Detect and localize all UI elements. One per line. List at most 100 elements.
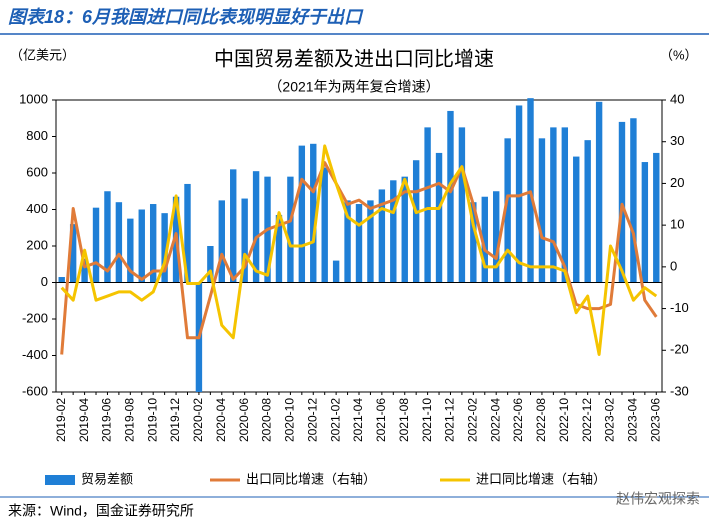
x-tick-label: 2021-02: [328, 398, 342, 442]
bar: [435, 152, 443, 283]
x-tick-label: 2020-10: [283, 398, 297, 442]
x-tick-label: 2021-04: [351, 398, 365, 442]
bar: [184, 183, 191, 283]
bar: [401, 176, 408, 283]
chart-title: 中国贸易差额及进出口同比增速: [214, 47, 494, 70]
legend-swatch: [45, 475, 75, 485]
y2-tick-label: 10: [670, 217, 684, 232]
bar: [344, 200, 351, 283]
x-tick-label: 2020-12: [305, 398, 319, 442]
line: [60, 144, 658, 356]
bar: [115, 202, 123, 283]
x-tick-label: 2021-12: [443, 398, 457, 442]
bar: [230, 169, 237, 283]
x-tick-label: 2020-02: [191, 398, 205, 442]
bar: [332, 260, 340, 283]
legend-label: 出口同比增速（右轴）: [246, 471, 376, 486]
y-tick-label: 400: [26, 201, 48, 216]
bar: [58, 277, 65, 283]
bar: [515, 105, 523, 283]
y-label: （亿美元）: [10, 47, 75, 62]
x-tick-label: 2021-06: [374, 398, 388, 442]
x-tick-label: 2022-02: [466, 398, 480, 442]
bar: [287, 176, 294, 283]
x-tick-label: 2021-08: [397, 398, 411, 442]
y2-label: （%）: [660, 47, 698, 62]
bar: [104, 191, 111, 283]
bar: [69, 224, 77, 283]
x-tick-label: 2022-04: [488, 398, 502, 442]
x-tick-label: 2020-06: [237, 398, 251, 442]
bar: [493, 191, 500, 283]
y-tick-label: -400: [22, 347, 48, 362]
x-tick-label: 2019-10: [145, 398, 159, 442]
bar: [138, 209, 145, 283]
y2-tick-label: 20: [670, 175, 684, 190]
bar: [618, 121, 626, 283]
bar: [92, 207, 100, 283]
bar: [275, 214, 283, 283]
x-tick-label: 2022-10: [557, 398, 571, 442]
bar: [447, 110, 454, 283]
chart-subtitle: （2021年为两年复合增速）: [268, 79, 439, 95]
bar: [378, 189, 386, 283]
bar: [424, 127, 431, 283]
bar: [641, 162, 649, 283]
watermark: 赵伟宏观探索: [616, 491, 700, 507]
header: 图表18：6月我国进口同比表现明显好于出口: [8, 7, 364, 27]
x-tick-label: 2019-06: [100, 398, 114, 442]
bar: [321, 167, 328, 283]
bar: [252, 171, 260, 283]
bar: [207, 246, 214, 283]
bar: [241, 198, 248, 283]
bar: [412, 160, 420, 283]
x-tick-label: 2019-04: [77, 398, 91, 442]
y-tick-label: -600: [22, 383, 48, 398]
y2-tick-label: -30: [670, 383, 689, 398]
bar: [390, 180, 397, 283]
x-tick-label: 2023-02: [603, 398, 617, 442]
x-tick-label: 2020-04: [214, 398, 228, 442]
bar: [458, 127, 466, 283]
bar: [550, 127, 557, 283]
y-tick-label: 0: [41, 274, 48, 289]
y-tick-label: -200: [22, 310, 48, 325]
bar: [127, 218, 134, 283]
bar: [81, 258, 88, 283]
bar: [310, 143, 317, 283]
y-tick-label: 1000: [19, 91, 48, 106]
y2-tick-label: -10: [670, 300, 689, 315]
bar: [161, 213, 168, 283]
x-tick-label: 2020-08: [260, 398, 274, 442]
bar: [561, 127, 569, 283]
x-tick-label: 2021-10: [420, 398, 434, 442]
x-tick-label: 2019-02: [54, 398, 68, 442]
bar: [538, 138, 546, 283]
legend-label: 进口同比增速（右轴）: [476, 471, 606, 486]
bar: [584, 140, 591, 283]
y2-tick-label: 40: [670, 91, 684, 106]
bar: [481, 196, 488, 283]
bar: [573, 156, 580, 283]
x-tick-label: 2019-12: [168, 398, 182, 442]
bar: [355, 204, 363, 283]
bar: [595, 101, 603, 283]
bar: [470, 202, 477, 283]
x-tick-label: 2019-08: [122, 398, 136, 442]
y2-tick-label: -20: [670, 342, 689, 357]
x-tick-label: 2022-08: [534, 398, 548, 442]
y2-tick-label: 30: [670, 133, 684, 148]
bar: [504, 138, 511, 283]
y-tick-label: 800: [26, 128, 48, 143]
y-tick-label: 600: [26, 164, 48, 179]
x-tick-label: 2022-12: [580, 398, 594, 442]
source: 来源：Wind，国金证券研究所: [8, 503, 194, 519]
bar: [218, 200, 225, 283]
bar: [149, 204, 157, 283]
y2-tick-label: 0: [670, 258, 677, 273]
x-tick-label: 2023-04: [626, 398, 640, 442]
bar: [367, 200, 374, 283]
bar: [298, 145, 306, 283]
legend-label: 贸易差额: [81, 471, 133, 486]
